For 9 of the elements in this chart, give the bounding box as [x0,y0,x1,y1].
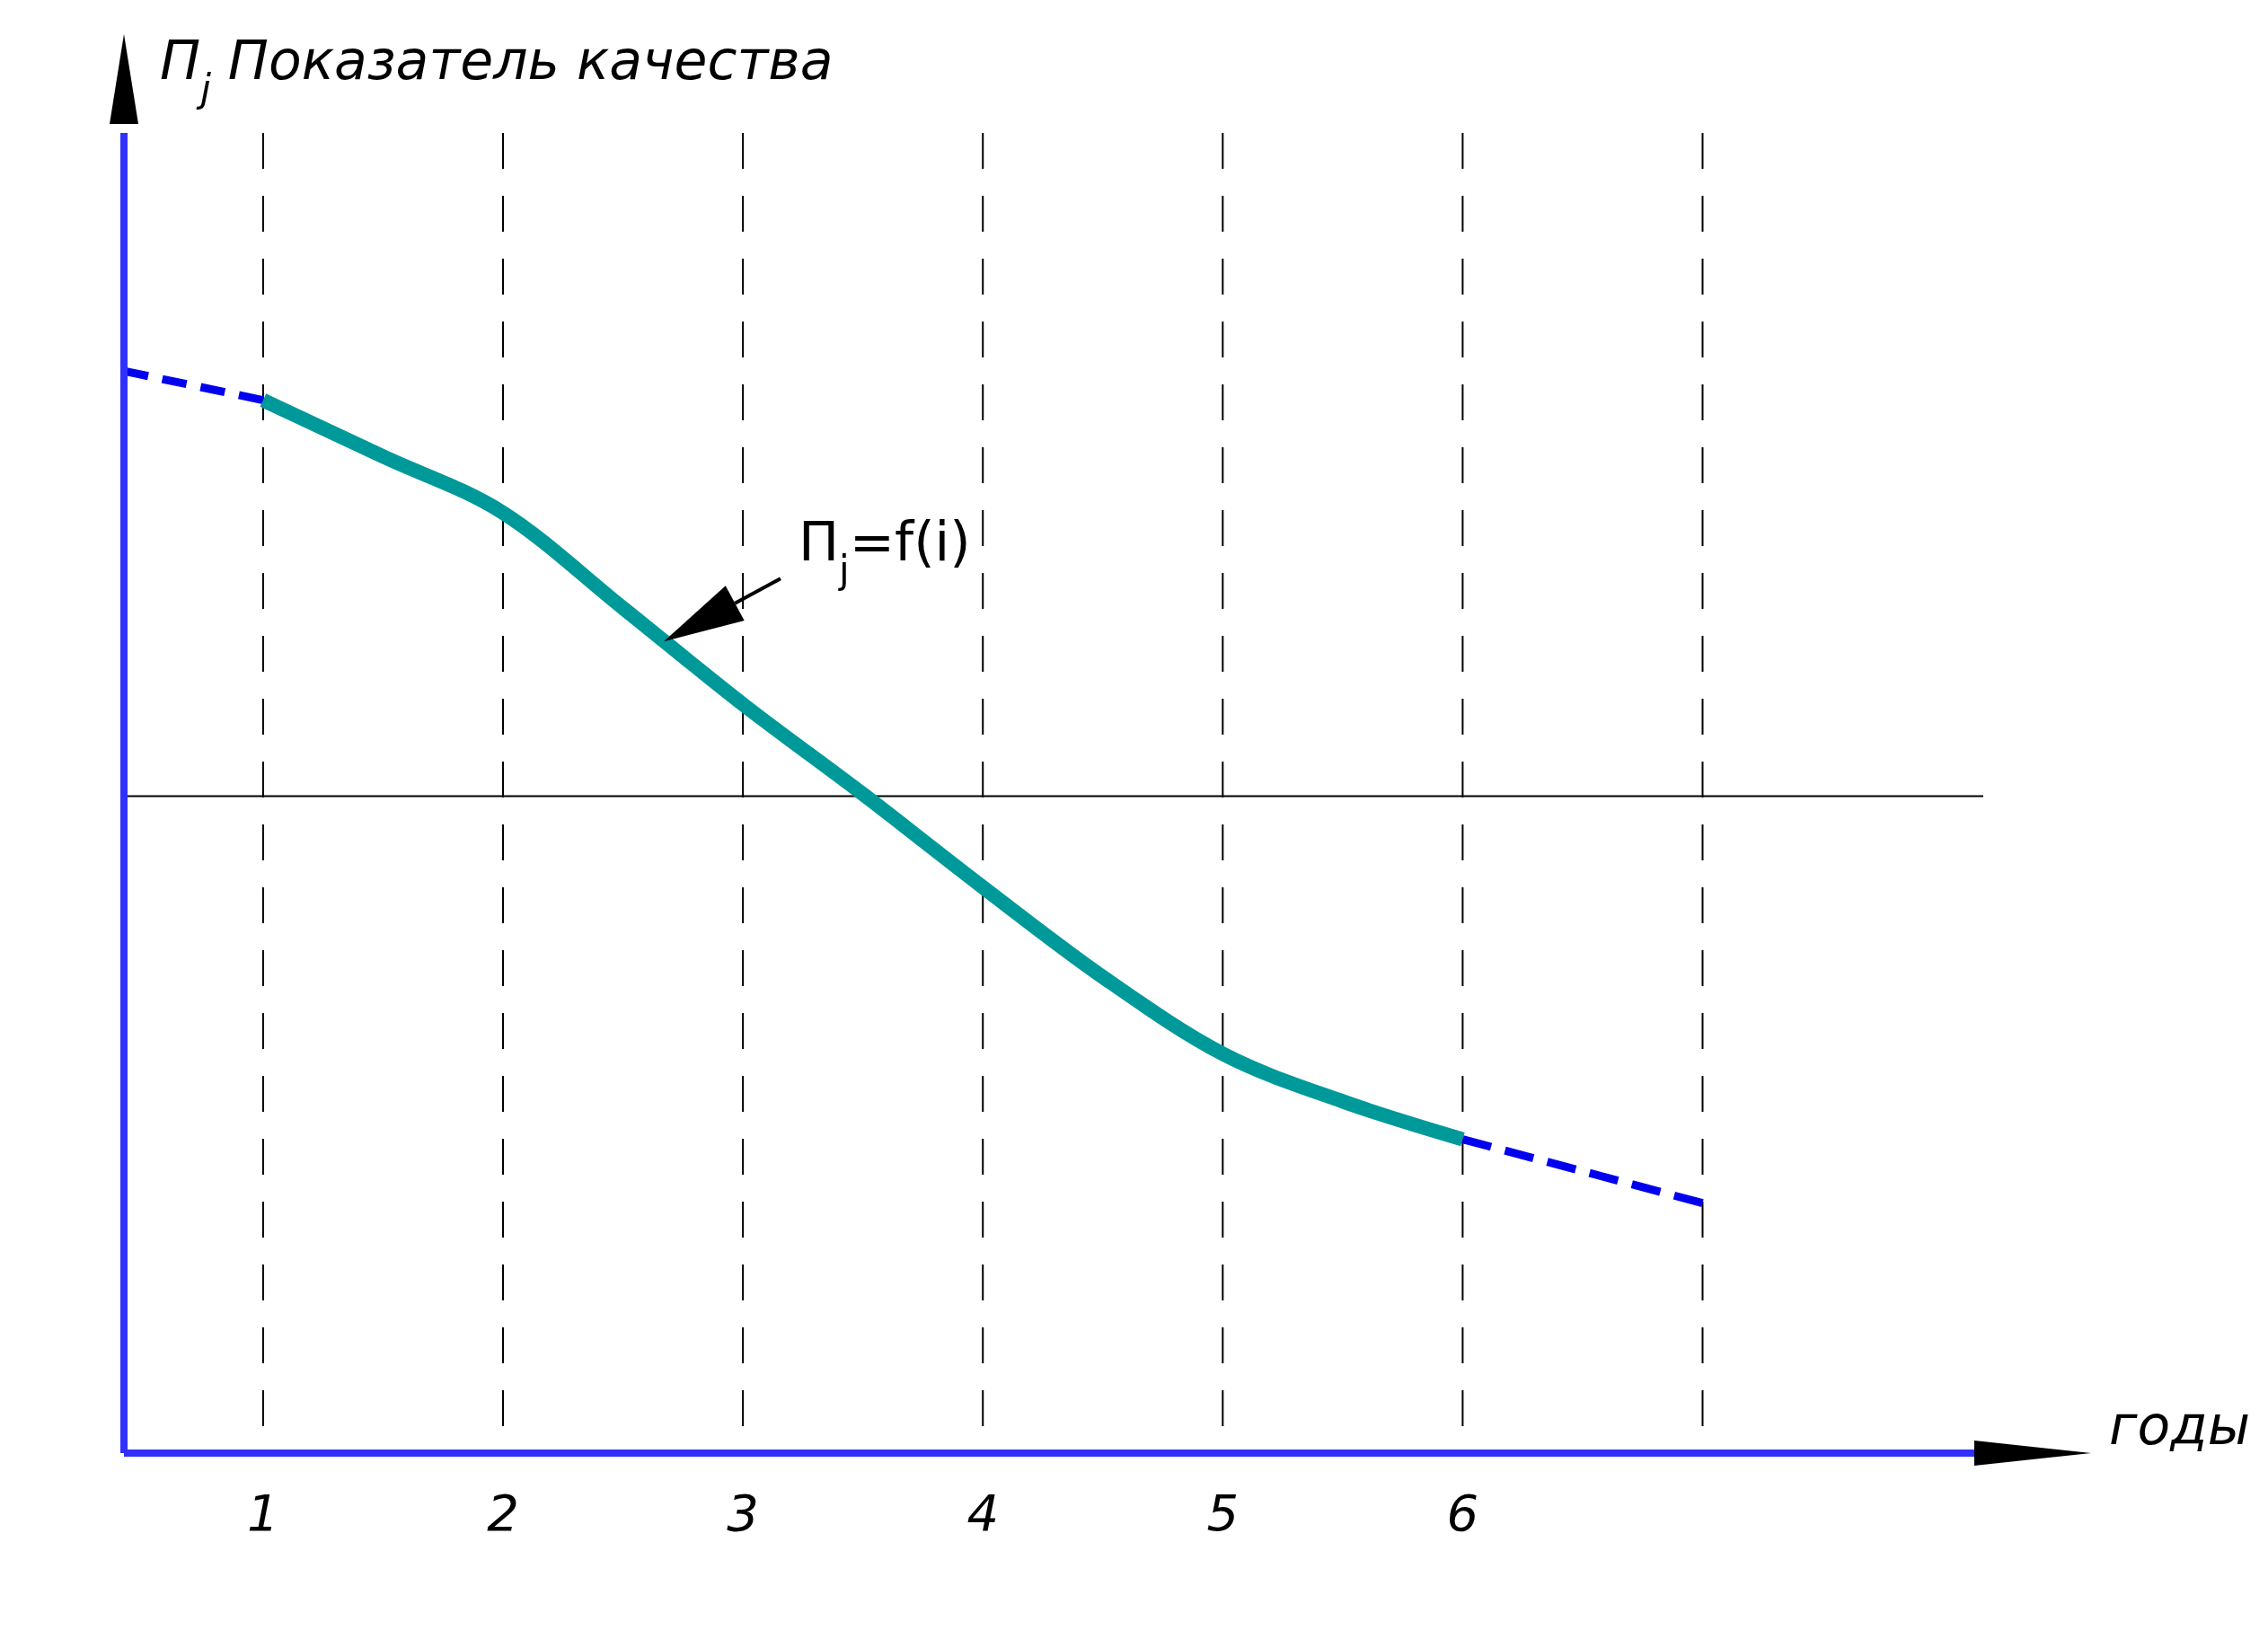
x-tick-label: 1 [247,1483,279,1542]
annotation: П$_{j}$=f(i) [798,510,971,592]
x-axis-title: годы [2109,1394,2251,1457]
x-tick-label: 6 [1446,1483,1479,1542]
x-tick-label: 5 [1206,1483,1240,1542]
x-tick-label: 3 [727,1483,759,1542]
x-tick-label: 2 [487,1483,519,1542]
x-tick-label: 4 [966,1483,1000,1542]
y-axis-title: П$_{j}$ Показатель качества [160,29,834,110]
